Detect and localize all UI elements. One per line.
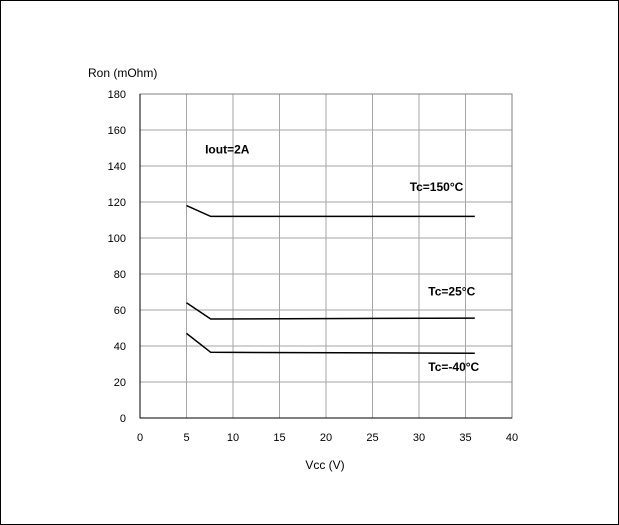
y-tick-label: 120 (108, 197, 126, 209)
y-tick-label: 60 (114, 305, 126, 317)
series-line (186, 332, 475, 354)
y-axis-label: Ron (mOhm) (88, 66, 157, 80)
x-axis-label: Vcc (V) (305, 458, 344, 472)
x-tick-label: 5 (183, 432, 189, 444)
x-tick-label: 30 (413, 432, 425, 444)
y-tick-label: 100 (108, 233, 126, 245)
x-tick-label: 15 (273, 432, 285, 444)
series-line (186, 302, 475, 320)
y-tick-label: 160 (108, 125, 126, 137)
chart-annotation: Tc=150°C (410, 180, 464, 194)
chart-annotation: Tc=-40°C (428, 360, 479, 374)
y-tick-label: 0 (120, 413, 126, 425)
chart-annotation: Iout=2A (205, 142, 250, 156)
y-tick-label: 20 (114, 377, 126, 389)
series-lines (186, 204, 475, 354)
y-tick-label: 180 (108, 89, 126, 101)
x-tick-labels: 0 5 10 15 20 25 30 35 40 (137, 432, 518, 444)
y-tick-label: 40 (114, 341, 126, 353)
y-tick-label: 80 (114, 269, 126, 281)
series-line (186, 204, 475, 218)
x-tick-label: 20 (320, 432, 332, 444)
x-tick-label: 35 (459, 432, 471, 444)
annotations: Iout=2A Tc=150°C Tc=25°C Tc=-40°C (205, 142, 479, 374)
chart-annotation: Tc=25°C (428, 285, 475, 299)
x-tick-label: 25 (366, 432, 378, 444)
y-tick-labels: 0 20 40 60 80 100 120 140 160 180 (108, 89, 126, 425)
x-tick-label: 10 (227, 432, 239, 444)
x-tick-label: 40 (506, 432, 518, 444)
y-tick-label: 140 (108, 161, 126, 173)
x-tick-label: 0 (137, 432, 143, 444)
grid (139, 93, 513, 419)
